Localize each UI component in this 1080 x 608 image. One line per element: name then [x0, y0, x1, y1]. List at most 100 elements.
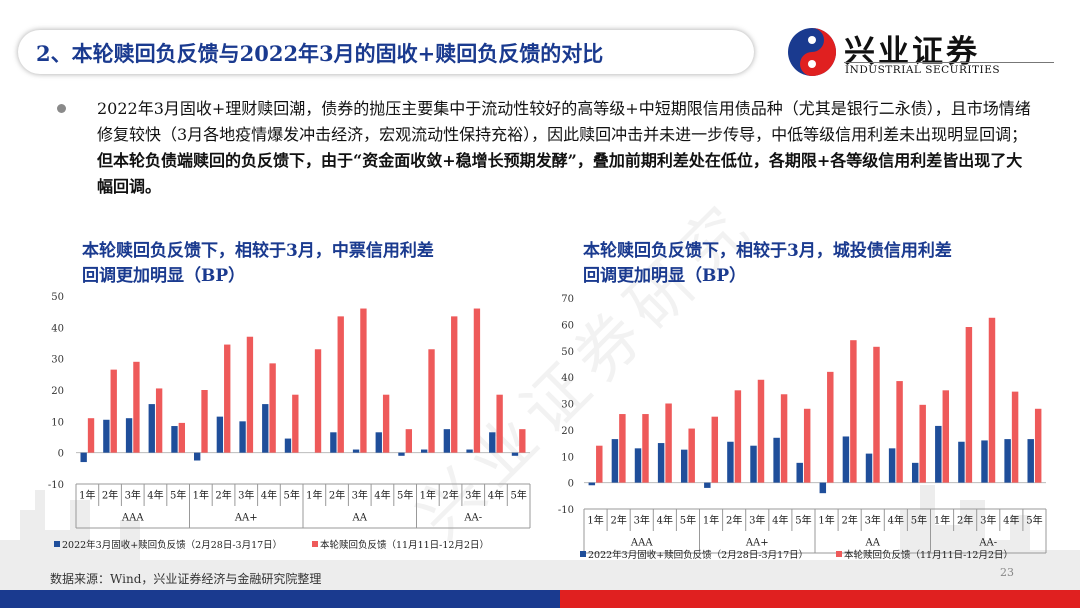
x-tick-label: 5年 — [170, 488, 186, 501]
bar-series1 — [330, 432, 337, 453]
x-tick-label: 1年 — [306, 488, 322, 501]
bar-series1 — [80, 452, 87, 463]
group-label: AA- — [463, 512, 482, 523]
right-chart-title: 本轮赎回负反馈下，相较于3月，城投债信用利差 回调更加明显（BP） — [583, 239, 952, 289]
bar-series2 — [1034, 408, 1042, 483]
bar-series1 — [773, 437, 780, 483]
bar-series1 — [958, 441, 965, 483]
bar-series1 — [103, 419, 110, 453]
group-label: AAA — [630, 537, 653, 548]
bar-series1 — [125, 418, 133, 453]
bar-series1 — [911, 462, 919, 483]
x-tick-label: 4年 — [488, 488, 504, 501]
logo-divider — [844, 62, 1054, 63]
bar-series1 — [796, 462, 803, 483]
bar-series2 — [496, 394, 503, 453]
bar-series1 — [935, 425, 942, 483]
x-tick-label: 1年 — [587, 513, 603, 526]
bar-series1 — [865, 453, 873, 483]
bar-series1 — [981, 440, 988, 483]
body-text-normal: 2022年3月固收+理财赎回潮，债券的抛压主要集中于流动性较好的高等级+中短期限… — [97, 99, 1031, 144]
x-tick-label: 2年 — [841, 513, 857, 526]
bar-series2 — [360, 308, 367, 453]
bar-series2 — [896, 381, 903, 483]
bar-series1 — [375, 432, 382, 453]
y-tick-label: 0 — [568, 479, 574, 490]
x-tick-label: 3年 — [980, 513, 996, 526]
body-text-bold: 但本轮负债端赎回的负反馈下，由于“资金面收敛+稳增长预期发酵”，叠加前期利差处在… — [97, 151, 1023, 196]
group-label: AA- — [978, 537, 997, 548]
y-tick-label: 10 — [51, 417, 64, 428]
y-tick-label: 10 — [561, 452, 574, 463]
x-tick-label: 1年 — [193, 488, 209, 501]
bottom-bar — [0, 590, 1080, 608]
bar-series2 — [965, 327, 973, 483]
x-tick-label: 1年 — [934, 513, 950, 526]
x-tick-label: 3年 — [352, 488, 368, 501]
bar-series1 — [704, 482, 711, 488]
x-tick-label: 2年 — [102, 488, 118, 501]
y-tick-label: 0 — [58, 449, 64, 460]
bar-series2 — [688, 428, 695, 483]
x-tick-label: 3年 — [465, 488, 481, 501]
logo-emblem-icon — [788, 28, 836, 76]
bar-series1 — [398, 452, 405, 456]
bar-series2 — [642, 414, 649, 483]
bar-series1 — [352, 449, 360, 453]
bar-series1 — [750, 445, 757, 483]
bar-series1 — [284, 438, 292, 453]
y-tick-label: 50 — [561, 347, 574, 358]
bar-series2 — [87, 418, 95, 453]
legend-label-series2: 本轮赎回负反馈（11月11日-12月2日） — [320, 539, 489, 551]
bar-series2 — [780, 394, 788, 483]
bullet-icon — [57, 104, 66, 113]
x-tick-label: 5年 — [795, 513, 811, 526]
bar-series2 — [1011, 391, 1019, 483]
bar-series1 — [489, 432, 496, 453]
x-tick-label: 3年 — [125, 488, 141, 501]
page-title: 2、本轮赎回负反馈与2022年3月的固收+赎回负反馈的对比 — [36, 41, 604, 66]
y-tick-label: 50 — [51, 292, 64, 303]
right-chart-title-line1: 本轮赎回负反馈下，相较于3月，城投债信用利差 — [583, 241, 952, 261]
bar-series2 — [110, 369, 117, 453]
x-tick-label: 4年 — [888, 513, 904, 526]
bar-series2 — [155, 388, 163, 453]
logo-text-cn: 兴业证券 — [844, 34, 980, 70]
bar-series1 — [171, 426, 178, 453]
legend-label-series2: 本轮赎回负反馈（11月11日-12月2日） — [844, 549, 1013, 561]
x-tick-label: 5年 — [1026, 513, 1042, 526]
y-tick-label: 70 — [561, 294, 574, 305]
y-tick-label: 20 — [51, 386, 64, 397]
bar-series1 — [1004, 439, 1011, 483]
x-tick-label: 3年 — [238, 488, 254, 501]
x-tick-label: 1年 — [420, 488, 436, 501]
left-chart-title-line2: 回调更加明显（BP） — [82, 266, 246, 286]
bar-series2 — [201, 390, 208, 453]
bar-series2 — [314, 349, 322, 453]
right-chart-title-line2: 回调更加明显（BP） — [583, 266, 747, 286]
bar-series1 — [239, 421, 246, 453]
x-tick-label: 5年 — [397, 488, 413, 501]
x-tick-label: 1年 — [703, 513, 719, 526]
bar-series1 — [511, 452, 519, 456]
bar-series1 — [727, 441, 734, 483]
bar-series1 — [262, 404, 269, 453]
bar-series2 — [246, 336, 254, 453]
bar-series2 — [133, 361, 140, 453]
bar-series2 — [596, 445, 603, 483]
x-tick-label: 2年 — [610, 513, 626, 526]
x-tick-label: 2年 — [957, 513, 973, 526]
bar-series1 — [842, 436, 850, 483]
bar-series1 — [680, 449, 688, 483]
bar-series2 — [428, 349, 435, 453]
bar-series2 — [873, 346, 880, 483]
y-tick-label: 20 — [561, 426, 574, 437]
left-chart-title: 本轮赎回负反馈下，相较于3月，中票信用利差 回调更加明显（BP） — [82, 239, 434, 289]
group-label: AA — [352, 512, 368, 523]
x-tick-label: 2年 — [442, 488, 458, 501]
group-label: AAA — [121, 512, 144, 523]
company-logo: 兴业证券 INDUSTRIAL SECURITIES — [784, 24, 1064, 80]
bar-series2 — [988, 317, 996, 483]
bar-series1 — [657, 443, 665, 483]
right-bar-chart: -10 0 10 20 30 40 50 60 70 1年 2年 3年 4年 5年 1年 2年 3年 4年 5年 1年… — [558, 294, 1047, 561]
